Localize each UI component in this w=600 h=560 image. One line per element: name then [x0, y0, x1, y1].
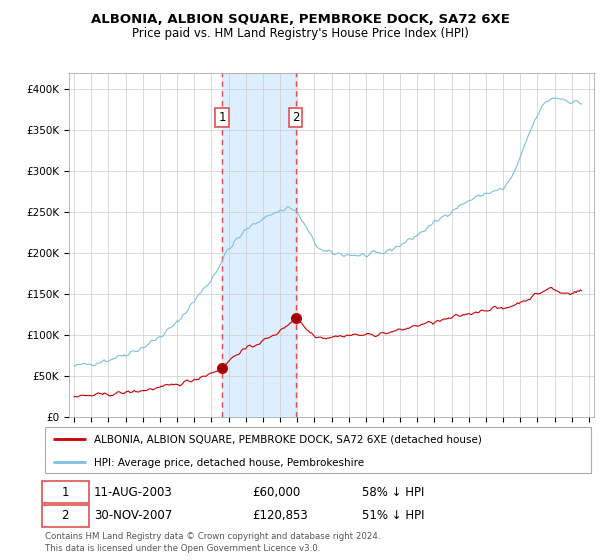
Text: 2: 2 — [61, 509, 69, 522]
Text: ALBONIA, ALBION SQUARE, PEMBROKE DOCK, SA72 6XE (detached house): ALBONIA, ALBION SQUARE, PEMBROKE DOCK, S… — [94, 435, 482, 445]
Text: 1: 1 — [218, 111, 226, 124]
Bar — [222, 73, 296, 417]
Text: 1: 1 — [61, 486, 69, 499]
Text: HPI: Average price, detached house, Pembrokeshire: HPI: Average price, detached house, Pemb… — [94, 458, 364, 468]
Text: 2: 2 — [292, 111, 299, 124]
Text: Price paid vs. HM Land Registry's House Price Index (HPI): Price paid vs. HM Land Registry's House … — [131, 27, 469, 40]
Text: £120,853: £120,853 — [253, 509, 308, 522]
FancyBboxPatch shape — [45, 427, 591, 473]
Text: 51% ↓ HPI: 51% ↓ HPI — [362, 509, 424, 522]
Text: Contains HM Land Registry data © Crown copyright and database right 2024.
This d: Contains HM Land Registry data © Crown c… — [45, 532, 380, 553]
Text: 58% ↓ HPI: 58% ↓ HPI — [362, 486, 424, 499]
FancyBboxPatch shape — [42, 505, 89, 526]
Text: 11-AUG-2003: 11-AUG-2003 — [94, 486, 173, 499]
FancyBboxPatch shape — [42, 482, 89, 503]
Text: 30-NOV-2007: 30-NOV-2007 — [94, 509, 172, 522]
Text: ALBONIA, ALBION SQUARE, PEMBROKE DOCK, SA72 6XE: ALBONIA, ALBION SQUARE, PEMBROKE DOCK, S… — [91, 13, 509, 26]
Text: £60,000: £60,000 — [253, 486, 301, 499]
